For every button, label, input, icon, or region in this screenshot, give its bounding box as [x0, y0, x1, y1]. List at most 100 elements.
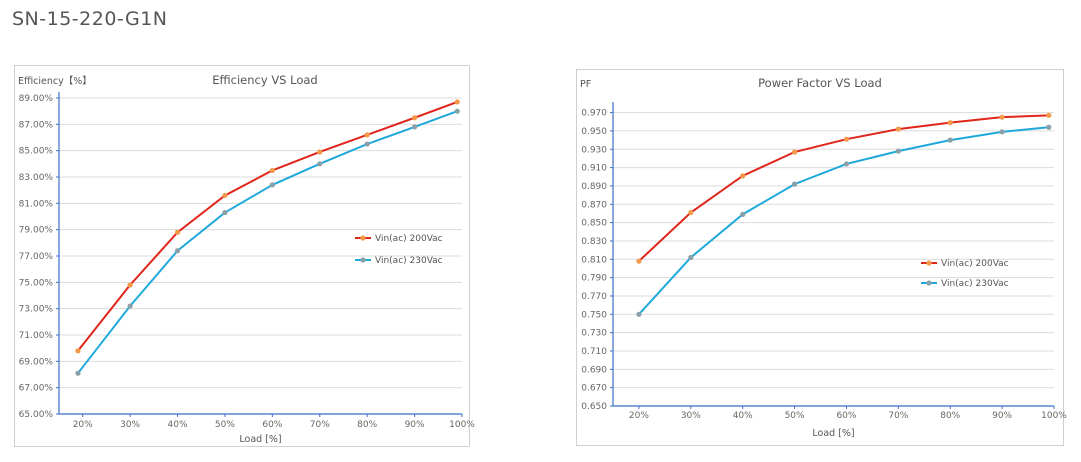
- y-tick-label: 0.850: [581, 219, 607, 229]
- x-tick-label: 90%: [405, 420, 425, 430]
- x-tick-label: 50%: [785, 411, 805, 421]
- data-point: [317, 149, 323, 155]
- data-point: [895, 126, 901, 132]
- data-point: [454, 99, 460, 105]
- y-tick-label: 67.00%: [19, 384, 54, 394]
- y-tick-label: 0.890: [581, 182, 607, 192]
- data-point: [636, 311, 642, 317]
- data-point: [411, 115, 418, 121]
- x-tick-label: 60%: [836, 411, 856, 421]
- x-tick-label: 40%: [168, 420, 188, 430]
- y-tick-label: 89.00%: [19, 94, 54, 104]
- y-tick-label: 0.930: [581, 145, 607, 155]
- data-point: [454, 108, 460, 114]
- x-tick-label: 70%: [310, 420, 330, 430]
- data-point: [843, 136, 850, 142]
- y-tick-label: 0.650: [581, 402, 607, 412]
- y-tick-label: 0.710: [581, 347, 607, 357]
- data-point: [791, 181, 798, 187]
- y-tick-label: 0.690: [581, 365, 607, 375]
- x-axis-label: Load [%]: [239, 434, 281, 445]
- data-point: [411, 124, 418, 130]
- efficiency-chart-panel: Efficiency【%】 Efficiency VS Load 65.00% 67.…: [14, 65, 475, 447]
- data-point: [947, 120, 953, 126]
- x-tick-label: 100%: [1041, 411, 1067, 421]
- data-point: [999, 114, 1005, 120]
- y-axis-label: PF: [580, 79, 591, 90]
- y-tick-label: 85.00%: [19, 147, 54, 157]
- y-tick-label: 73.00%: [19, 305, 54, 315]
- data-point: [688, 209, 694, 216]
- series-line-1: [77, 101, 458, 352]
- y-tick-label: 81.00%: [19, 199, 54, 209]
- legend-label-2: Vin(ac) 230Vac: [375, 256, 443, 266]
- data-point: [269, 167, 275, 174]
- data-point: [999, 129, 1005, 135]
- y-tick-label: 65.00%: [19, 410, 54, 420]
- x-tick-label: 30%: [681, 411, 701, 421]
- data-point: [740, 211, 746, 217]
- y-tick-label: 0.750: [581, 310, 607, 320]
- data-point: [947, 137, 953, 143]
- efficiency-chart: Efficiency【%】 Efficiency VS Load 65.00% 67.…: [18, 73, 475, 445]
- y-tick-label: 0.810: [581, 255, 607, 265]
- y-tick-label: 0.770: [581, 292, 607, 302]
- chart-title: Power Factor VS Load: [758, 76, 882, 90]
- data-point: [127, 303, 133, 309]
- legend-label-2: Vin(ac) 230Vac: [941, 279, 1009, 289]
- data-point: [75, 370, 81, 376]
- x-tick-label: 20%: [629, 411, 649, 421]
- x-tick-label: 100%: [449, 420, 475, 430]
- x-tick-label: 90%: [992, 411, 1012, 421]
- data-point: [222, 192, 228, 199]
- data-point: [1046, 124, 1052, 130]
- data-point: [75, 348, 81, 354]
- data-point: [317, 161, 323, 167]
- y-tick-label: 0.830: [581, 237, 607, 247]
- data-point: [636, 258, 642, 264]
- data-point: [222, 209, 228, 216]
- y-tick-label: 77.00%: [19, 252, 54, 262]
- x-tick-label: 80%: [357, 420, 377, 430]
- y-tick-label: 0.870: [581, 200, 607, 210]
- legend-marker-1: [926, 260, 932, 266]
- y-tick-label: 71.00%: [19, 331, 54, 341]
- series-line-1: [638, 114, 1049, 262]
- page-title: SN-15-220-G1N: [12, 8, 168, 30]
- data-point: [364, 141, 370, 147]
- y-tick-label: 69.00%: [19, 357, 54, 367]
- data-point: [364, 132, 370, 138]
- x-tick-label: 70%: [888, 411, 908, 421]
- chart-title: Efficiency VS Load: [212, 73, 317, 87]
- data-point: [1046, 112, 1052, 118]
- x-tick-label: 20%: [73, 420, 93, 430]
- y-tick-label: 0.970: [581, 109, 607, 119]
- x-tick-label: 50%: [215, 420, 235, 430]
- y-tick-label: 0.910: [581, 164, 607, 174]
- legend-marker-2: [926, 280, 932, 286]
- y-tick-label: 83.00%: [19, 173, 54, 183]
- y-tick-label: 0.730: [581, 329, 607, 339]
- data-point: [688, 254, 694, 261]
- y-tick-label: 0.670: [581, 384, 607, 394]
- x-axis-label: Load [%]: [812, 428, 854, 439]
- x-tick-label: 80%: [940, 411, 960, 421]
- data-point: [127, 282, 133, 288]
- legend-marker-2: [360, 257, 366, 263]
- x-tick-label: 30%: [120, 420, 140, 430]
- data-point: [740, 173, 746, 179]
- legend-label-1: Vin(ac) 200Vac: [375, 234, 443, 244]
- y-tick-label: 79.00%: [19, 226, 54, 236]
- data-point: [791, 149, 798, 155]
- data-point: [174, 248, 181, 254]
- x-tick-label: 40%: [733, 411, 753, 421]
- x-tick-label: 60%: [262, 420, 282, 430]
- data-point: [895, 148, 901, 154]
- y-tick-label: 87.00%: [19, 120, 54, 130]
- y-tick-label: 0.950: [581, 127, 607, 137]
- data-point: [843, 161, 850, 167]
- power-factor-chart: PF Power Factor VS Load 0.650 0.670 0.690 0.7…: [580, 76, 1067, 439]
- data-point: [174, 229, 181, 235]
- power-factor-chart-panel: PF Power Factor VS Load 0.650 0.670 0.690 0.7…: [576, 69, 1067, 446]
- y-tick-label: 75.00%: [19, 278, 54, 288]
